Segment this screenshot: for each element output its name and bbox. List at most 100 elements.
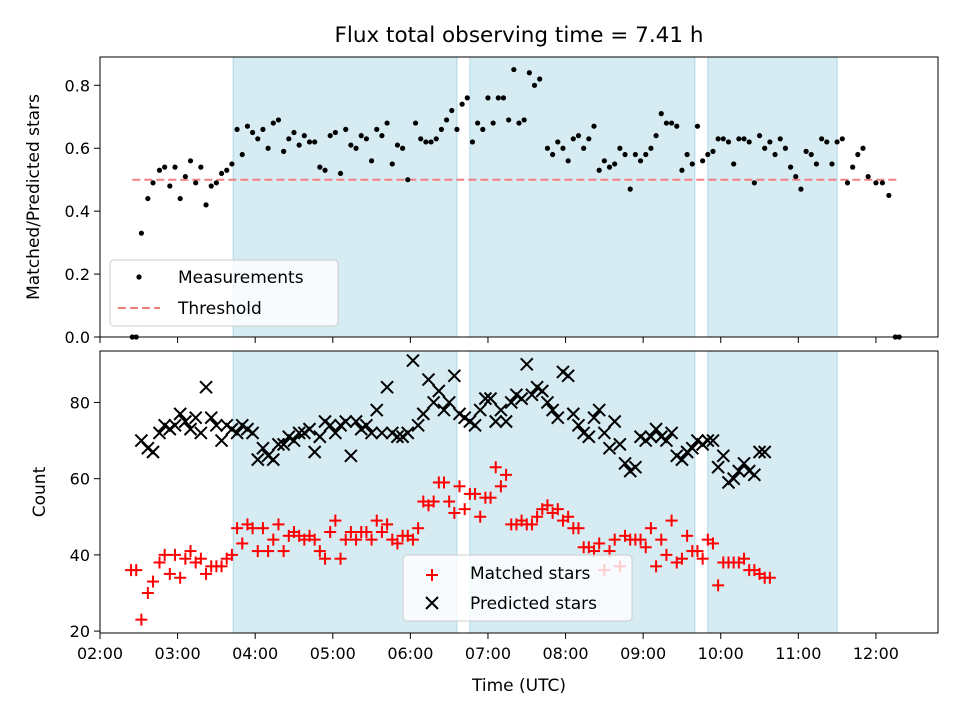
measurement-point	[526, 70, 532, 76]
x-tick-label: 07:00	[465, 644, 511, 663]
measurement-point	[741, 136, 747, 142]
x-tick-label: 04:00	[232, 644, 278, 663]
predicted-star-point	[183, 422, 198, 436]
measurement-point	[531, 82, 538, 88]
predicted-star-point	[307, 445, 322, 459]
matched-star-point	[608, 533, 621, 546]
matched-star-point	[443, 495, 456, 508]
measurement-point	[260, 126, 266, 132]
measurement-point	[731, 161, 737, 167]
legend-measurements-marker	[136, 274, 142, 280]
matched-star-point	[262, 545, 275, 558]
predicted-star-point	[411, 418, 425, 433]
predicted-star-point	[664, 426, 679, 440]
top-panel-x-ticks	[99, 337, 877, 343]
measurement-point	[537, 76, 543, 82]
predicted-star-point	[499, 414, 513, 429]
predicted-star-point	[344, 449, 358, 463]
matched-star-point	[246, 522, 259, 535]
predicted-star-point	[597, 426, 612, 440]
measurement-point	[193, 180, 199, 186]
predicted-star-point	[380, 380, 394, 394]
measurement-point	[521, 117, 527, 123]
measurement-point	[464, 95, 470, 101]
measurement-point	[495, 95, 501, 101]
matched-star-point	[763, 571, 776, 584]
measurement-point	[296, 142, 302, 148]
measurement-point	[363, 136, 370, 142]
top-panel-marks	[129, 66, 902, 340]
measurement-point	[449, 107, 455, 114]
matched-star-point	[334, 552, 347, 565]
predicted-star-point	[256, 441, 270, 455]
matched-star-point	[696, 552, 709, 565]
y-tick-label: 20	[70, 622, 90, 641]
matched-star-point	[360, 526, 373, 539]
shaded-interval-3	[707, 56, 838, 338]
measurement-point	[337, 170, 344, 177]
predicted-star-point	[706, 433, 720, 448]
matched-star-point	[551, 503, 564, 516]
predicted-star-point	[587, 410, 601, 425]
matched-star-point	[562, 510, 575, 523]
measurement-point	[418, 136, 424, 142]
x-tick-label: 12:00	[853, 644, 899, 663]
matched-star-point	[236, 537, 249, 550]
predicted-star-point	[276, 437, 291, 452]
predicted-star-point	[566, 407, 581, 421]
matched-star-point	[313, 545, 326, 558]
predicted-star-point	[758, 445, 772, 459]
bottom-panel-x-axis: 02:00 03:00 04:00 05:00 06:00 07:00 08:00 09:00…	[77, 633, 899, 663]
measurement-point	[500, 95, 507, 101]
measurement-point	[855, 151, 861, 158]
measurement-point	[275, 117, 282, 123]
predicted-star-point	[447, 369, 462, 383]
measurement-point	[736, 136, 742, 142]
matched-star-point	[437, 476, 450, 489]
top-panel: 0.00.20.40.60.8 Matched/Predicted stars …	[24, 56, 939, 347]
measurement-point	[834, 139, 840, 145]
measurement-point	[332, 129, 338, 136]
predicted-star-point	[685, 441, 699, 455]
measurement-point	[150, 180, 156, 186]
measurement-point	[803, 148, 809, 154]
measurement-point	[720, 136, 726, 142]
matched-star-point	[691, 545, 704, 558]
predicted-star-point	[478, 391, 493, 406]
measurement-point	[177, 195, 183, 202]
matched-star-point	[370, 514, 383, 527]
measurement-point	[565, 158, 571, 164]
measurement-point	[710, 148, 716, 154]
measurement-point	[454, 126, 460, 132]
matched-star-point	[489, 461, 502, 474]
matched-star-point	[406, 533, 419, 546]
predicted-star-point	[152, 426, 167, 440]
measurement-point	[689, 161, 695, 167]
predicted-star-point	[370, 403, 384, 417]
matched-star-point	[469, 487, 482, 500]
predicted-star-point	[390, 430, 405, 444]
measurement-point	[674, 123, 680, 129]
measurement-point	[829, 161, 835, 167]
x-tick-label: 06:00	[387, 644, 433, 663]
measurement-point	[581, 145, 587, 151]
matched-star-point	[484, 491, 497, 504]
measurement-point	[249, 129, 256, 136]
matched-star-point	[135, 613, 148, 626]
matched-star-point	[277, 545, 290, 558]
measurement-point	[145, 195, 151, 202]
matched-star-point	[525, 518, 538, 531]
predicted-star-point	[364, 426, 379, 440]
predicted-star-point	[701, 433, 715, 448]
matched-star-point	[231, 522, 244, 535]
predicted-star-point	[659, 433, 674, 448]
predicted-star-point	[644, 430, 658, 444]
predicted-star-point	[716, 449, 731, 463]
bottom-panel-marks	[125, 353, 776, 626]
measurement-point	[637, 158, 644, 164]
measurement-point	[182, 173, 188, 180]
measurement-point	[632, 151, 638, 158]
predicted-star-point	[520, 357, 534, 372]
legend-matched-marker	[426, 569, 438, 581]
predicted-star-point	[323, 418, 337, 433]
